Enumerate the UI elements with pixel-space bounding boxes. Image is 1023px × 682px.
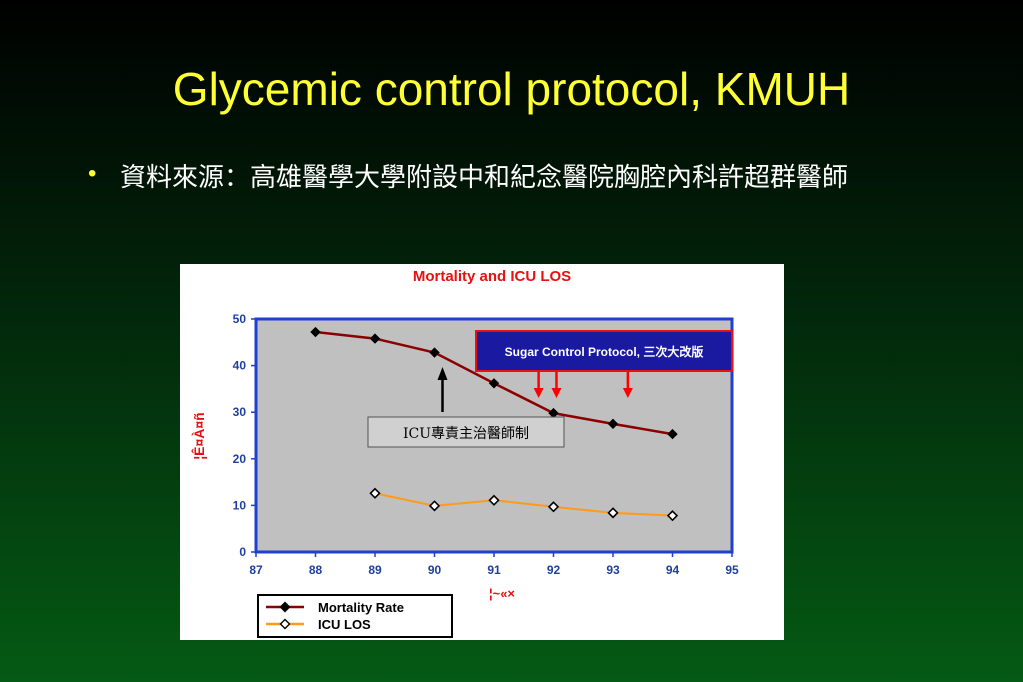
data-point-mortality: [369, 333, 381, 344]
protocol-arrow-head: [533, 388, 544, 398]
x-tick-label: 90: [428, 563, 442, 577]
data-point-icu-los: [488, 494, 500, 506]
y-tick-label: 40: [233, 359, 247, 373]
data-point-mortality: [607, 418, 619, 430]
y-tick-label: 0: [239, 545, 246, 559]
protocol-arrow-head: [622, 388, 633, 398]
mortality-icu-los-chart: Mortality and ICU LOS 0 10 20 30 40 50 87 88 89 9…: [180, 264, 784, 640]
slide-title: Glycemic control protocol, KMUH: [172, 63, 851, 115]
x-tick-label: 94: [666, 563, 680, 577]
x-tick-label: 91: [487, 563, 501, 577]
data-point-icu-los: [369, 487, 381, 499]
protocol-annotation-box: [475, 330, 733, 372]
y-axis-label: ¦Ê¤À¤ñ: [190, 412, 207, 460]
series-line-1: [374, 492, 673, 517]
icu-arrow-head: [437, 367, 448, 380]
data-point-mortality: [429, 347, 440, 358]
legend-entry-label: Mortality Rate: [318, 600, 404, 615]
icu-annotation-text: ICU專責主治醫師制: [403, 426, 529, 442]
x-tick-label: 93: [606, 563, 620, 577]
data-point-icu-los: [547, 501, 560, 513]
x-axis-label: ¦~«×: [489, 586, 515, 601]
y-tick-label: 20: [233, 452, 247, 466]
x-tick-label: 87: [249, 563, 263, 577]
x-tick-label: 88: [309, 563, 323, 577]
y-tick-label: 10: [233, 498, 247, 512]
data-point-icu-los: [428, 500, 441, 512]
legend-box: [257, 594, 453, 638]
legend-swatch-marker: [279, 618, 291, 630]
x-tick-label: 95: [725, 563, 739, 577]
protocol-annotation-text: Sugar Control Protocol, 三次大改版: [505, 344, 704, 359]
data-point-mortality: [310, 326, 321, 338]
chart-panel: Mortality and ICU LOS 0 10 20 30 40 50 87 88 89 9…: [180, 264, 784, 640]
bullet-marker: •: [88, 160, 97, 187]
data-point-icu-los: [666, 510, 679, 522]
y-tick-label: 50: [233, 312, 247, 326]
protocol-arrow-head: [551, 388, 562, 398]
chart-title: Mortality and ICU LOS: [413, 268, 571, 285]
icu-annotation-box: [367, 416, 565, 448]
x-tick-label: 92: [547, 563, 561, 577]
x-tick-label: 89: [368, 563, 382, 577]
data-point-icu-los: [607, 507, 619, 519]
legend-swatch-marker: [279, 601, 291, 613]
bullet-text: 資料來源：高雄醫學大學附設中和紀念醫院胸腔內科許超群醫師: [120, 163, 849, 193]
data-point-mortality: [488, 378, 500, 389]
data-point-mortality: [667, 428, 678, 440]
legend-entry-label: ICU LOS: [318, 617, 371, 632]
y-tick-label: 30: [233, 405, 247, 419]
